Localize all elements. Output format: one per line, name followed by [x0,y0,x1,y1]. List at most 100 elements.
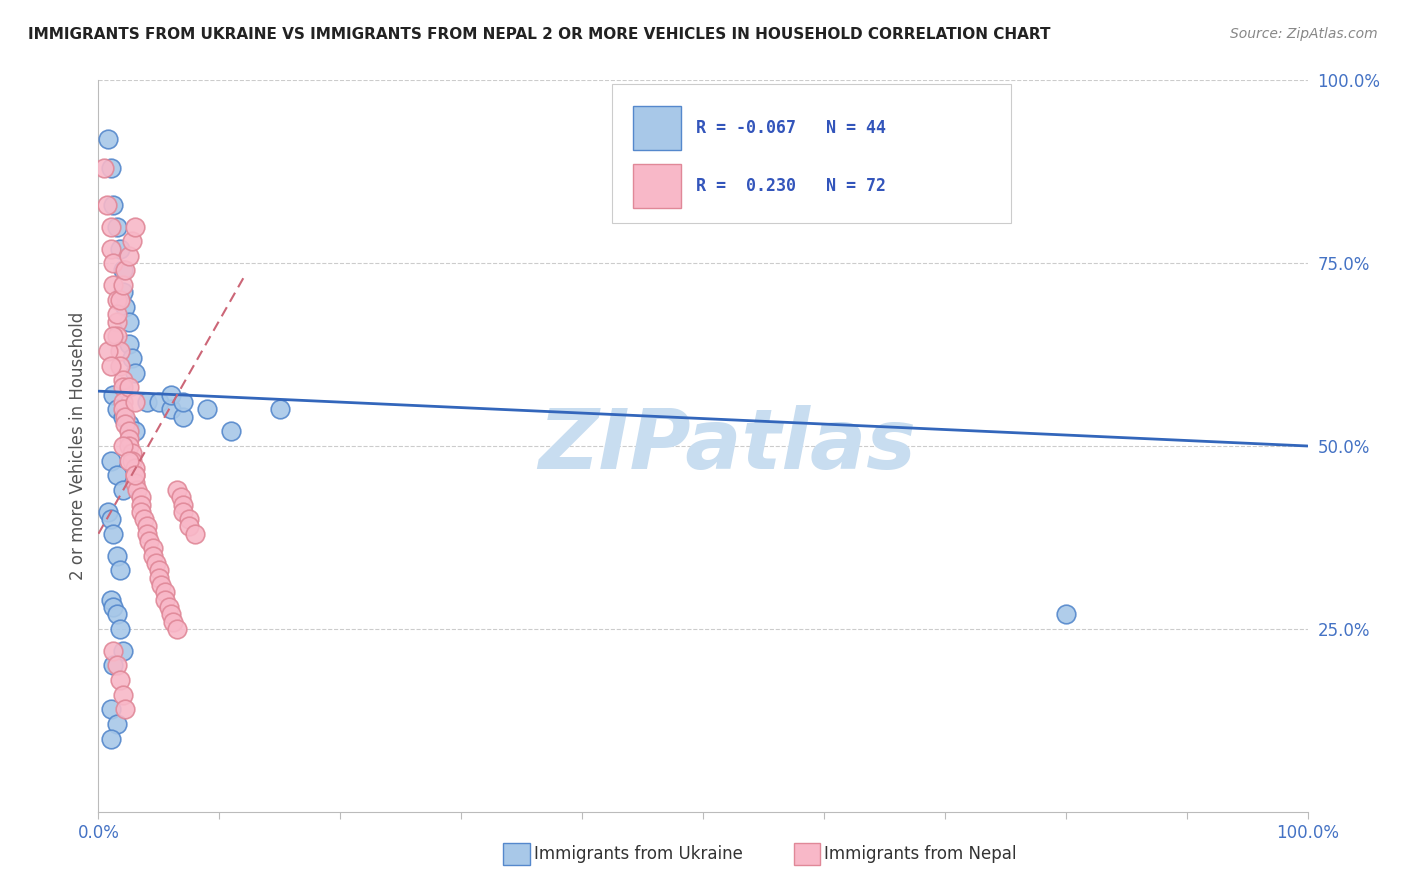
Point [124,366,146,380]
Point [166,622,188,636]
Point [169,490,191,504]
Point [162,615,184,629]
Point [134,512,156,526]
Point [100,161,122,175]
Point [269,402,291,417]
Point [96,197,118,211]
Point [111,395,134,409]
Point [111,373,134,387]
Point [105,293,128,307]
Point [124,219,146,234]
Point [195,402,218,417]
Point [124,475,146,490]
Point [129,498,152,512]
Point [118,249,141,263]
Point [118,425,141,439]
Point [118,439,141,453]
Point [108,343,131,358]
Point [101,658,124,673]
Point [114,417,136,431]
Point [108,673,131,687]
Point [148,563,170,577]
Text: Source: ZipAtlas.com: Source: ZipAtlas.com [1230,27,1378,41]
Point [135,526,157,541]
Point [221,425,243,439]
Point [160,402,183,417]
Point [97,343,120,358]
Point [118,432,141,446]
Point [97,505,120,519]
Point [108,293,131,307]
Point [124,468,146,483]
Point [100,453,122,467]
Point [129,505,152,519]
Point [179,519,201,533]
Point [97,132,120,146]
Point [121,453,143,467]
Point [111,409,134,424]
Point [100,219,122,234]
Point [101,526,124,541]
Point [93,161,115,175]
Point [100,592,122,607]
Point [108,359,131,373]
Point [124,461,146,475]
Point [135,395,157,409]
Point [118,315,141,329]
Point [105,549,128,563]
Point [111,688,134,702]
Point [160,607,183,622]
Point [166,483,188,497]
Point [101,388,124,402]
Point [142,541,165,556]
Point [111,380,134,394]
Point [118,336,141,351]
Point [101,599,124,614]
Point [179,512,201,526]
Point [127,483,149,497]
Point [1054,607,1077,622]
Point [100,359,122,373]
Point [114,702,136,716]
Point [114,263,136,277]
Point [124,425,146,439]
Point [101,278,124,293]
FancyBboxPatch shape [793,843,820,865]
Point [160,388,183,402]
Point [111,285,134,300]
Point [105,658,128,673]
Point [105,468,128,483]
Point [172,505,194,519]
Point [118,417,141,431]
Point [145,556,167,570]
Point [111,483,134,497]
Point [121,351,143,366]
Point [138,534,160,549]
Text: R = -0.067   N = 44: R = -0.067 N = 44 [696,119,886,136]
Text: Immigrants from Ukraine: Immigrants from Ukraine [534,845,742,863]
Point [114,300,136,314]
Point [108,242,131,256]
Point [150,578,173,592]
Point [105,329,128,343]
Point [111,439,134,453]
Point [148,571,170,585]
Point [157,599,180,614]
Point [121,234,143,248]
Point [100,731,122,746]
Point [172,395,194,409]
Point [129,490,152,504]
Point [105,307,128,321]
Point [105,607,128,622]
Point [142,549,165,563]
Point [101,197,124,211]
Point [105,219,128,234]
Point [101,644,124,658]
Point [153,585,176,599]
Point [111,278,134,293]
Point [153,592,176,607]
Point [111,402,134,417]
Point [184,526,207,541]
Point [108,563,131,577]
FancyBboxPatch shape [503,843,530,865]
